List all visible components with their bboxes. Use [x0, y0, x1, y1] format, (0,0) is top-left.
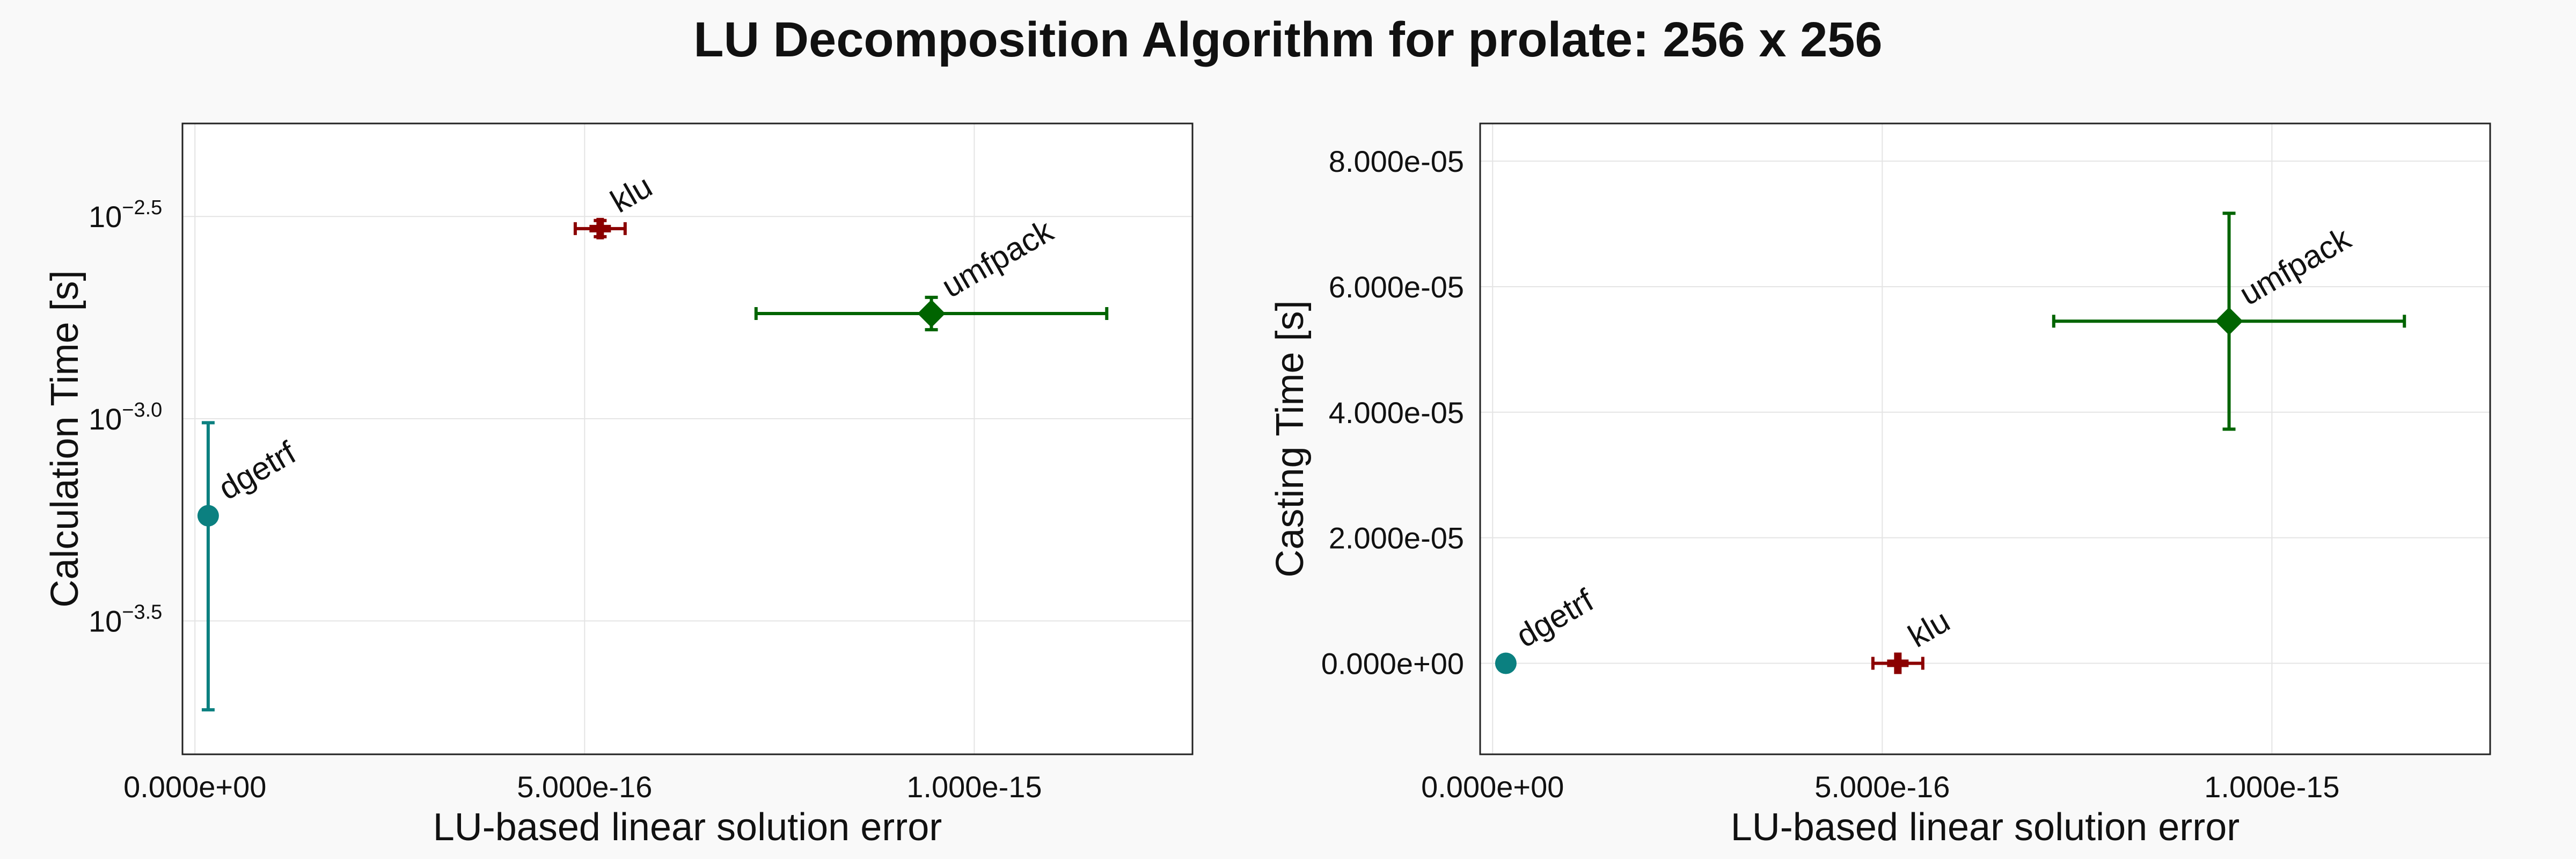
x-tick-label: 0.000e+00	[1421, 770, 1564, 804]
y-tick-label: 2.000e-05	[1329, 521, 1464, 555]
x-tick-label: 0.000e+00	[123, 770, 266, 804]
marker-diamond	[917, 300, 946, 328]
plot-frame	[181, 122, 1194, 755]
y-tick-label: 6.000e-05	[1329, 270, 1464, 304]
x-axis-label: LU-based linear solution error	[1731, 806, 2240, 849]
y-tick-label: 10−3.0	[89, 399, 162, 436]
x-axis-label: LU-based linear solution error	[433, 806, 942, 849]
plot-area	[182, 123, 1192, 754]
casting-time-panel: 0.000e+00 5.000e-16 1.000e-15 0.000e+00 2.00…	[1269, 122, 2491, 849]
marker-cross-v	[596, 217, 604, 239]
y-axis-label: Casting Time [s]	[1269, 300, 1312, 577]
plot-area	[1480, 123, 2490, 754]
y-tick-label: 0.000e+00	[1321, 646, 1464, 680]
x-tick-label: 5.000e-16	[1814, 770, 1950, 804]
calculation-time-panel: 0.000e+00 5.000e-16 1.000e-15 10−3.5 10−3.0 1…	[43, 122, 1194, 849]
marker-circle	[197, 505, 219, 527]
y-tick-label: 10−3.5	[89, 601, 162, 638]
marker-cross-v	[1894, 652, 1902, 674]
x-tick-label: 5.000e-16	[517, 770, 652, 804]
y-axis-label: Calculation Time [s]	[43, 270, 86, 607]
figure-title: LU Decomposition Algorithm for prolate: …	[693, 12, 1882, 67]
x-tick-label: 1.000e-15	[906, 770, 1042, 804]
marker-circle	[1495, 652, 1517, 674]
x-tick-label: 1.000e-15	[2204, 770, 2339, 804]
plot-frame	[1479, 122, 2491, 755]
y-tick-label: 8.000e-05	[1329, 144, 1464, 178]
y-tick-label: 4.000e-05	[1329, 396, 1464, 430]
marker-diamond	[2215, 307, 2243, 336]
y-tick-label: 10−2.5	[89, 196, 162, 234]
